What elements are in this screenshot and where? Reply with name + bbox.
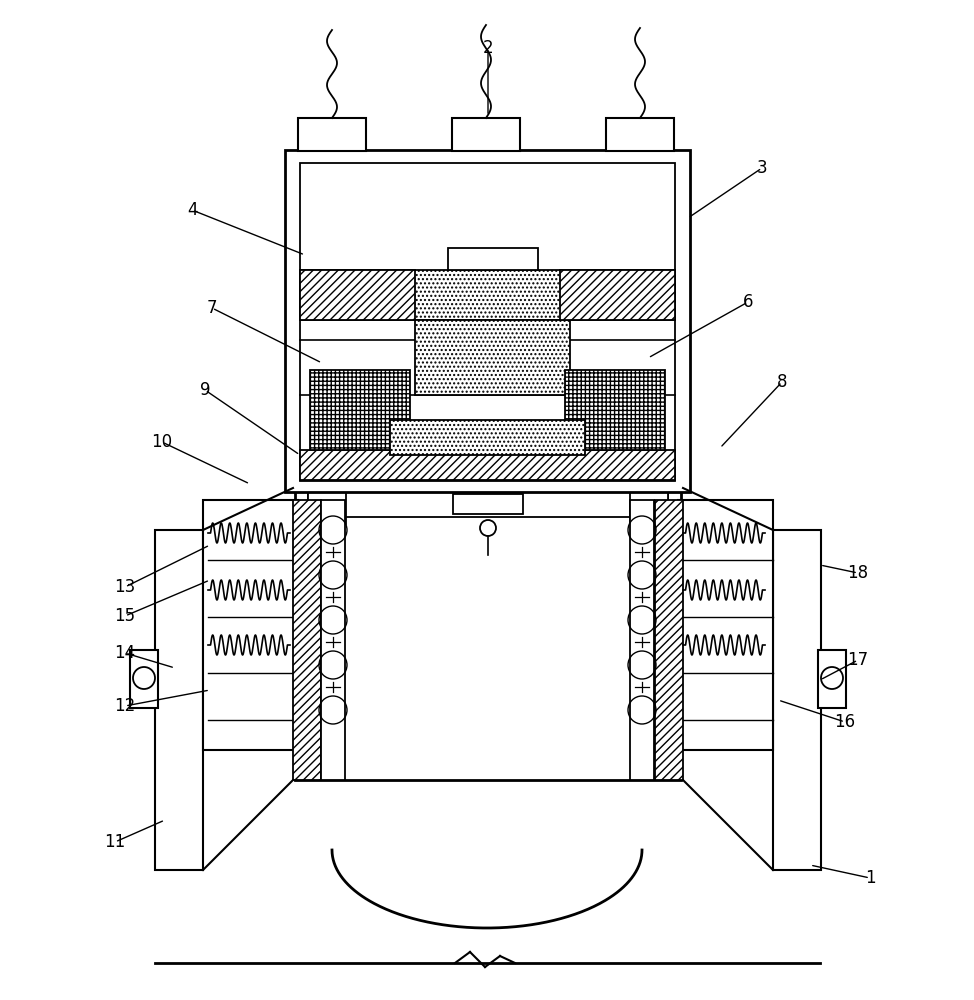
Bar <box>678 500 773 750</box>
Bar <box>415 320 570 395</box>
Text: 12: 12 <box>114 697 135 715</box>
Text: 3: 3 <box>757 159 768 177</box>
Bar <box>130 650 158 708</box>
Text: 13: 13 <box>114 578 135 596</box>
Bar <box>565 370 665 450</box>
Bar <box>203 500 298 750</box>
Bar <box>560 270 675 320</box>
Bar <box>773 530 821 870</box>
Text: 16: 16 <box>835 713 855 731</box>
Bar <box>390 420 585 455</box>
Bar <box>285 150 690 492</box>
Text: 1: 1 <box>865 869 876 887</box>
Text: 2: 2 <box>483 39 493 57</box>
Bar <box>630 492 668 524</box>
Text: 18: 18 <box>847 564 869 582</box>
Bar <box>300 270 675 320</box>
Bar <box>308 492 346 524</box>
Text: 17: 17 <box>847 651 869 669</box>
Text: 11: 11 <box>104 833 126 851</box>
Bar <box>300 270 415 320</box>
Bar <box>818 650 846 708</box>
Text: 15: 15 <box>114 607 135 625</box>
Text: 9: 9 <box>200 381 210 399</box>
Bar <box>453 494 523 514</box>
Bar <box>295 490 681 780</box>
Text: 7: 7 <box>206 299 217 317</box>
Bar <box>310 370 410 450</box>
Text: 8: 8 <box>776 373 787 391</box>
Bar <box>452 118 520 151</box>
Text: 14: 14 <box>114 644 135 662</box>
Bar <box>300 163 675 481</box>
Bar <box>606 118 674 151</box>
Text: 10: 10 <box>151 433 172 451</box>
Bar <box>298 118 366 151</box>
Bar <box>155 530 203 870</box>
Bar <box>630 500 654 780</box>
Bar <box>448 248 538 270</box>
Bar <box>293 500 321 780</box>
Text: 6: 6 <box>743 293 753 311</box>
Text: 4: 4 <box>187 201 198 219</box>
Bar <box>308 492 668 517</box>
Bar <box>655 500 683 780</box>
Bar <box>300 450 675 480</box>
Bar <box>321 500 345 780</box>
